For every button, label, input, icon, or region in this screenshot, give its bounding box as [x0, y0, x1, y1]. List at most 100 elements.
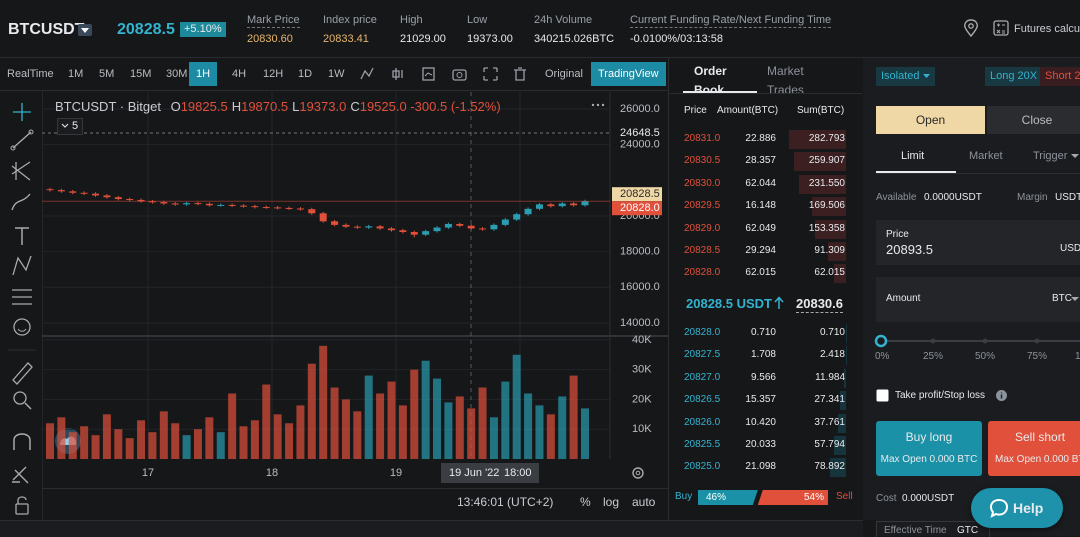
volume-bar: [251, 420, 259, 459]
volume-bar: [365, 376, 373, 459]
volume-bar: [148, 432, 156, 459]
ohlc-value: 19825.5: [181, 99, 228, 114]
margin-mode[interactable]: Isolated: [876, 67, 935, 86]
candle-body: [320, 213, 327, 221]
symbol-dropdown[interactable]: [78, 24, 92, 36]
candle-body: [354, 227, 361, 228]
volume-bar: [240, 426, 248, 459]
interval-button[interactable]: 1W: [328, 62, 345, 86]
candle-body: [217, 205, 224, 206]
interval-button[interactable]: 1M: [68, 62, 83, 86]
scale-button[interactable]: %: [580, 496, 591, 508]
calculator-icon[interactable]: [993, 20, 1009, 36]
bottom-tabs: [0, 520, 863, 537]
interval-button[interactable]: 15M: [130, 62, 151, 86]
y-tick-label: 26000.0: [620, 103, 660, 115]
book-amount: 62.049: [716, 224, 776, 234]
volume-bar: [524, 393, 532, 459]
volume-tick-label: 40K: [632, 334, 652, 346]
book-price: 20830.0: [684, 179, 720, 189]
long-leverage[interactable]: Long 20X: [985, 67, 1042, 86]
volume-bar: [160, 411, 168, 459]
scale-button[interactable]: log: [603, 496, 619, 508]
volume-bar: [570, 376, 578, 459]
interval-button[interactable]: 12H: [263, 62, 283, 86]
tpsl-checkbox[interactable]: [876, 389, 889, 402]
volume-bar: [274, 414, 282, 459]
info-icon[interactable]: [996, 390, 1007, 401]
market-tab[interactable]: Market: [969, 151, 1003, 162]
available-value: 0.0000USDT: [924, 193, 982, 203]
stat-value: -0.0100%/03:13:58: [630, 34, 723, 45]
book-sum: 169.506: [785, 201, 845, 211]
candle-body: [115, 197, 122, 199]
interval-button[interactable]: RealTime: [7, 62, 54, 86]
short-leverage[interactable]: Short 2: [1040, 67, 1080, 86]
more-icon[interactable]: [590, 101, 606, 109]
interval-button[interactable]: 5M: [99, 62, 114, 86]
candle-body: [92, 194, 99, 196]
candle-body: [468, 226, 475, 229]
interval-button[interactable]: 4H: [232, 62, 246, 86]
close-tab[interactable]: Close: [987, 106, 1080, 134]
candle-body: [126, 199, 133, 200]
clock: 13:46:01 (UTC+2): [457, 496, 553, 508]
stat-value: 340215.026BTC: [534, 34, 614, 45]
buy-max: Max Open 0.000 BTC: [876, 455, 982, 465]
volume-bar: [57, 417, 65, 459]
slider-label: 0%: [875, 352, 889, 362]
candle-body: [342, 225, 349, 227]
caret: [923, 73, 930, 79]
location-icon[interactable]: [963, 19, 979, 37]
price-chart: 26000.024000.020000.018000.016000.014000…: [42, 92, 668, 520]
chart-settings[interactable]: [630, 465, 646, 481]
stat-value: 19373.00: [467, 34, 513, 45]
trigger-tab[interactable]: Trigger: [1033, 151, 1067, 162]
candle-body: [525, 209, 532, 214]
candle-body: [456, 224, 463, 226]
candle-body: [388, 228, 395, 230]
book-amount: 16.148: [716, 201, 776, 211]
volume-bar: [126, 438, 134, 459]
book-amount: 20.033: [716, 440, 776, 450]
volume-bar: [183, 435, 191, 459]
volume-bar: [479, 388, 487, 459]
book-price: 20828.5: [684, 246, 720, 256]
open-tab[interactable]: Open: [876, 106, 985, 134]
amount-slider[interactable]: [874, 334, 1080, 348]
view-button[interactable]: Original: [545, 62, 583, 86]
interval-button[interactable]: 1D: [298, 62, 312, 86]
volume-bar: [92, 435, 100, 459]
interval-button[interactable]: 30M: [166, 62, 187, 86]
col-price: Price: [684, 106, 707, 116]
indicator-caret[interactable]: [61, 122, 69, 130]
type-divider: [876, 173, 1080, 174]
view-button[interactable]: TradingView: [591, 62, 666, 86]
tab-market-trades[interactable]: Market Trades: [767, 62, 827, 100]
calculator-link[interactable]: Futures calcul: [1014, 24, 1080, 35]
book-amount: 62.015: [716, 268, 776, 278]
volume-bar: [490, 417, 498, 459]
tool-icons: [8, 100, 36, 520]
unit-caret: [1071, 296, 1079, 302]
book-amount: 29.294: [716, 246, 776, 256]
book-amount: 10.420: [716, 418, 776, 428]
symbol[interactable]: BTCUSDT: [8, 22, 84, 38]
buy-label: Buy: [675, 492, 692, 502]
book-amount: 21.098: [716, 462, 776, 472]
volume-bar: [205, 417, 213, 459]
volume-bar: [467, 408, 475, 459]
price-label: 24648.5: [620, 127, 660, 139]
volume-bar: [114, 429, 122, 459]
volume-tick-label: 20K: [632, 393, 652, 405]
interval-button[interactable]: 1H: [189, 62, 217, 86]
candle-body: [172, 203, 179, 204]
tab-order-book[interactable]: Order Book: [694, 62, 734, 100]
candle-body: [479, 228, 486, 229]
stat-label: Mark Price: [247, 15, 300, 28]
limit-tab[interactable]: Limit: [901, 151, 924, 162]
scale-button[interactable]: auto: [632, 496, 655, 508]
x-tick-label: 19: [390, 467, 402, 479]
